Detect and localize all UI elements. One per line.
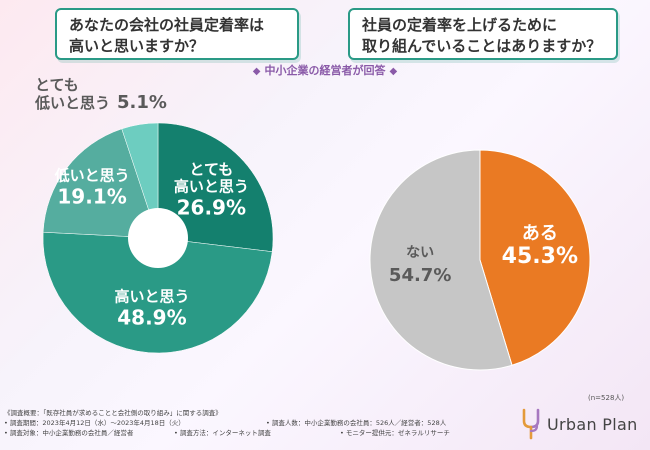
- urban-plan-logo: Urban Plan: [521, 404, 647, 444]
- footer-monitor: • モニター提供元：ゼネラルリサーチ: [340, 429, 450, 437]
- pie-slice-1-value: 54.7%: [389, 265, 451, 286]
- donut-slice-0-label-1: 高いと思う: [174, 178, 249, 196]
- donut-slice-0: [157, 122, 274, 252]
- donut-slice-2: [42, 128, 159, 239]
- pie-slice-0-value: 45.3%: [502, 244, 578, 269]
- donut-slice-2-value: 19.1%: [57, 184, 126, 208]
- question-box-left: あなたの会社の社員定着率は 高いと思いますか？: [55, 8, 299, 60]
- sample-size-note: (n=528人): [588, 394, 625, 402]
- pie-slice-1-label-0: ない: [406, 245, 434, 261]
- pie-chart-left: とても高いと思う26.9%高いと思う48.9%低いと思う19.1%とても低いと思…: [34, 76, 274, 354]
- footer-period: • 調査期間：2023年4月12日（水）〜2023年4月18日（火）: [4, 419, 185, 427]
- pie-slice-0: [479, 149, 591, 366]
- pie-slice-1: [369, 149, 513, 371]
- donut-slice-2-label-0: 低いと思う: [54, 166, 130, 184]
- donut-slice-1-value: 48.9%: [117, 306, 186, 330]
- footer-method: • 調査方法：インターネット調査: [174, 429, 271, 437]
- logo-text: Urban Plan: [547, 414, 638, 434]
- donut-slice-1-label-0: 高いと思う: [114, 288, 189, 306]
- donut-slice-3-label-1: 低いと思う: [34, 94, 110, 112]
- donut-slice-0-label-0: とても: [189, 161, 233, 179]
- question-box-right: 社員の定着率を上げるために 取り組んでいることはありますか？: [348, 8, 618, 60]
- subtitle-text: 中小企業の経営者が回答: [264, 64, 386, 77]
- footer-survey-title: 《調査概要：「既存社員が求めることと会社側の取り組み」に関する調査》: [4, 409, 222, 417]
- diamond-icon-left: ◆: [252, 66, 261, 77]
- pie-slice-0-label-0: ある: [522, 223, 558, 244]
- diamond-icon-right: ◆: [389, 66, 398, 77]
- donut-slice-0-value: 26.9%: [177, 196, 246, 220]
- question-left-line-1: あなたの会社の社員定着率は: [69, 16, 265, 34]
- survey-footer: 《調査概要：「既存社員が求めることと会社側の取り組み」に関する調査》 • 調査期…: [4, 408, 524, 438]
- question-right-line-2: 取り組んでいることはありますか？: [362, 37, 602, 55]
- subtitle: ◆ 中小企業の経営者が回答 ◆: [0, 62, 650, 78]
- question-left-line-2: 高いと思いますか？: [69, 37, 205, 55]
- donut-slice-3-label-0: とても: [35, 76, 79, 94]
- donut-slice-3-value: 5.1%: [117, 92, 167, 113]
- urban-plan-logo-icon: [522, 408, 540, 440]
- donut-slice-1: [42, 231, 273, 354]
- donut-hole: [128, 208, 188, 268]
- question-right-line-1: 社員の定着率を上げるために: [362, 16, 558, 34]
- donut-slice-3: [121, 122, 159, 239]
- footer-count: • 調査人数：中小企業勤務の会社員：526人／経営者：528人: [266, 419, 447, 427]
- footer-target: • 調査対象：中小企業勤務の会社員／経営者: [4, 429, 134, 437]
